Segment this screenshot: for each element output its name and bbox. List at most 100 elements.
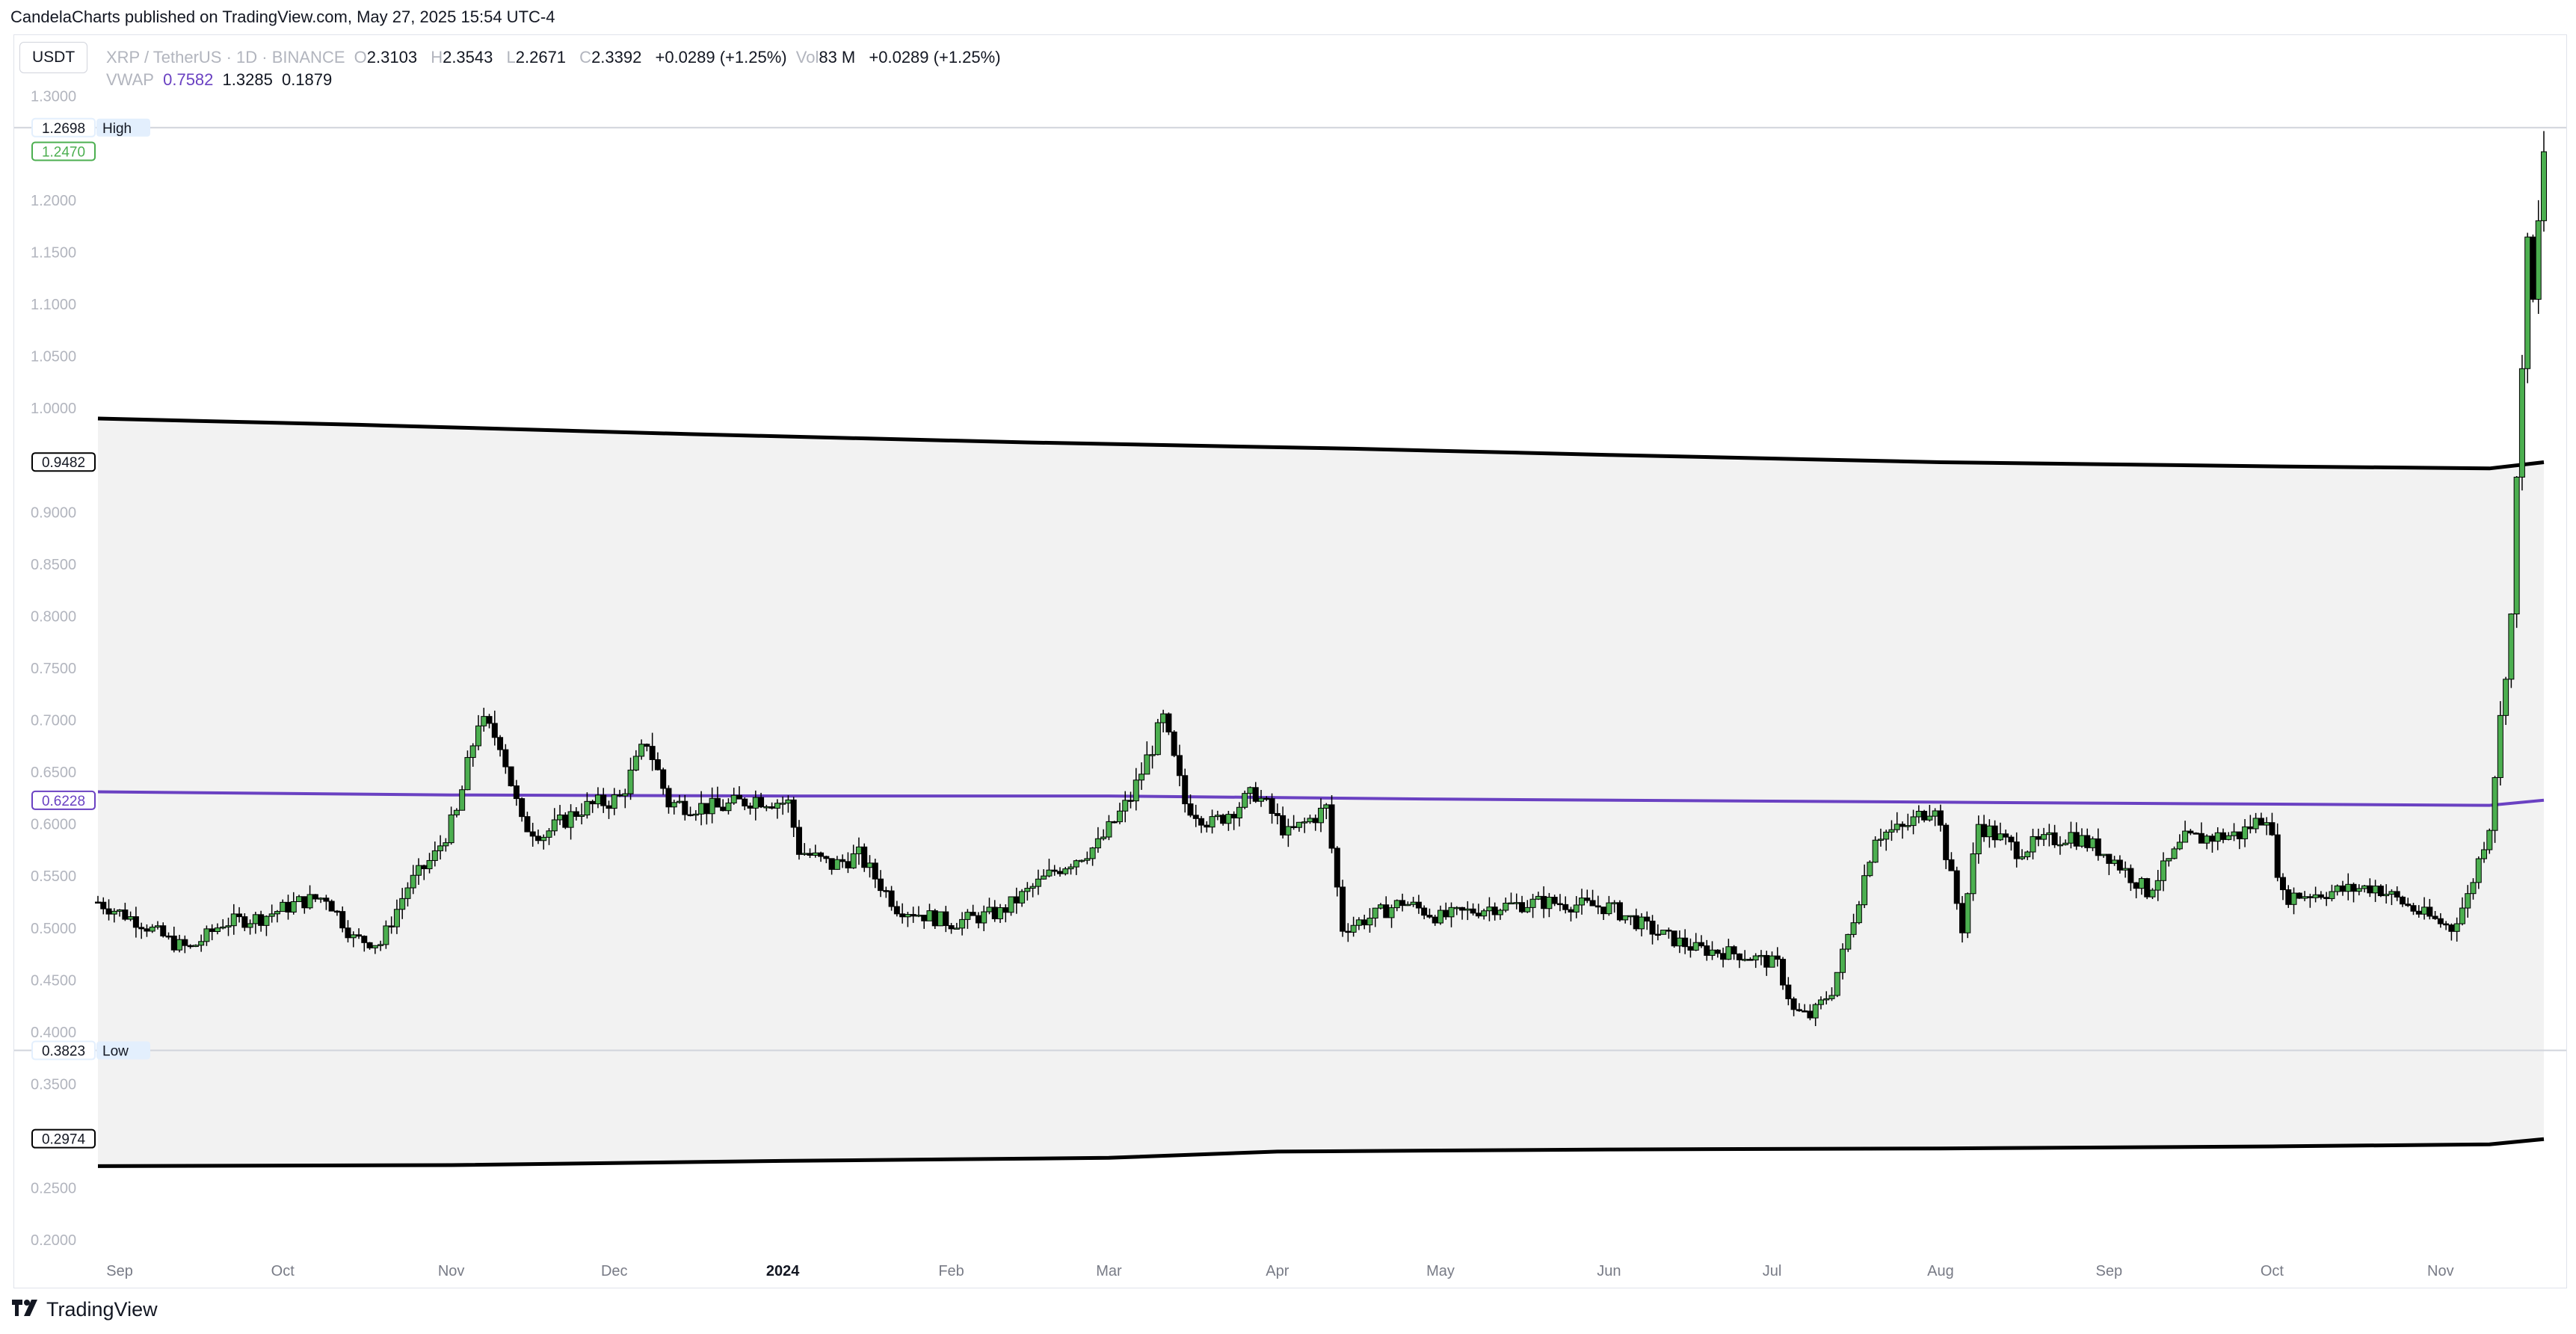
candle-body: [1089, 847, 1096, 859]
candle-body: [1290, 826, 1297, 828]
candle: [584, 792, 591, 819]
candle-body: [1752, 955, 1759, 961]
candle-body: [660, 769, 667, 789]
candle-body: [1720, 953, 1727, 960]
candle-body: [209, 928, 215, 933]
candle-body: [1845, 933, 1852, 950]
candle-body: [1513, 902, 1520, 904]
candle-body: [2018, 856, 2025, 859]
candle: [1638, 913, 1645, 936]
candle: [361, 935, 368, 952]
candle-body: [2116, 859, 2123, 871]
candle-body: [2470, 882, 2477, 895]
candle: [1269, 793, 1275, 824]
candle-body: [2144, 878, 2151, 898]
currency-selector-button[interactable]: USDT: [19, 42, 88, 73]
candle: [611, 788, 617, 815]
candle-body: [2307, 896, 2314, 898]
candle-body: [1192, 815, 1199, 819]
candle-body: [1877, 839, 1884, 841]
candle: [2481, 842, 2488, 863]
candle: [356, 928, 363, 939]
candle-body: [475, 725, 481, 747]
candle: [1926, 805, 1933, 822]
candle: [551, 808, 558, 836]
candle: [1008, 896, 1014, 916]
candle-body: [247, 923, 253, 928]
candle-body: [1666, 930, 1672, 932]
candle: [959, 912, 966, 936]
candle: [1192, 804, 1199, 827]
symbol-pair[interactable]: XRP / TetherUS · 1D · BINANCE: [106, 48, 345, 67]
candle-body: [1687, 946, 1694, 951]
candle: [818, 851, 825, 862]
candle: [758, 792, 765, 809]
y-tick-label: 0.7000: [31, 713, 76, 729]
candle-body: [2481, 849, 2488, 859]
y-tick-label: 1.3000: [31, 89, 76, 105]
candle-body: [2296, 892, 2302, 899]
candle: [1171, 729, 1177, 758]
candle-body: [2122, 868, 2129, 871]
candle-body: [1399, 900, 1406, 907]
candle-body: [2138, 878, 2145, 889]
candle: [1883, 830, 1890, 851]
candle-body: [258, 914, 265, 926]
candle-body: [1551, 896, 1558, 904]
candle-body: [182, 939, 188, 946]
candle-body: [1165, 713, 1172, 732]
candle-body: [638, 744, 645, 757]
candle-body: [2133, 882, 2139, 889]
candle-body: [1323, 804, 1330, 809]
candle: [519, 797, 526, 822]
candle-body: [1676, 937, 1683, 947]
candle: [1943, 823, 1950, 869]
y-tick-label: 0.8000: [31, 608, 76, 625]
candle-body: [795, 827, 802, 855]
candle: [1589, 889, 1596, 907]
price-chart[interactable]: 1.3000 1.2000 1.1500 1.1000 1.0500 1.0000 0.90…: [14, 35, 2566, 1288]
candle-body: [1671, 930, 1677, 947]
vwap-row[interactable]: VWAP 0.7582 1.3285 0.1879: [106, 69, 1005, 91]
candle-body: [464, 757, 471, 791]
open-value: 2.3103: [366, 48, 418, 67]
candle-body: [2258, 818, 2264, 826]
candle-body: [1584, 898, 1591, 901]
candle: [725, 798, 732, 815]
candle-body: [812, 852, 819, 856]
candle: [1975, 815, 1982, 864]
candle: [872, 858, 878, 889]
candle-body: [176, 939, 183, 951]
candle-body: [1144, 754, 1150, 775]
candle-body: [2312, 894, 2319, 898]
upper-band-line: [97, 416, 2545, 471]
chart-pane[interactable]: 1.3000 1.2000 1.1500 1.1000 1.0500 1.0000 0.90…: [13, 34, 2567, 1288]
candle: [579, 803, 585, 825]
candle-body: [997, 907, 1004, 919]
candle: [1606, 895, 1612, 916]
candle: [2453, 917, 2460, 942]
candle-body: [861, 846, 868, 868]
candle: [2394, 886, 2400, 901]
candle-body: [2486, 830, 2493, 850]
candle: [997, 904, 1004, 923]
candle-body: [1915, 811, 1922, 818]
candle-body: [709, 797, 715, 815]
candle-body: [1731, 946, 1737, 954]
candle-body: [350, 934, 357, 939]
candle-body: [2068, 832, 2074, 844]
candle: [654, 752, 661, 771]
candle-body: [241, 916, 248, 928]
volume-value: 83 M: [819, 48, 856, 67]
candle-body: [606, 805, 612, 809]
candle: [1497, 908, 1503, 920]
candle: [2269, 812, 2275, 836]
candle-body: [1769, 955, 1775, 968]
candle: [1328, 795, 1335, 853]
candle-body: [1757, 954, 1764, 957]
candle-body: [1867, 862, 1873, 877]
candle: [1089, 847, 1096, 866]
candle-body: [2448, 924, 2455, 932]
tradingview-logo[interactable]: TradingView: [12, 1297, 158, 1321]
candle: [1372, 907, 1378, 927]
